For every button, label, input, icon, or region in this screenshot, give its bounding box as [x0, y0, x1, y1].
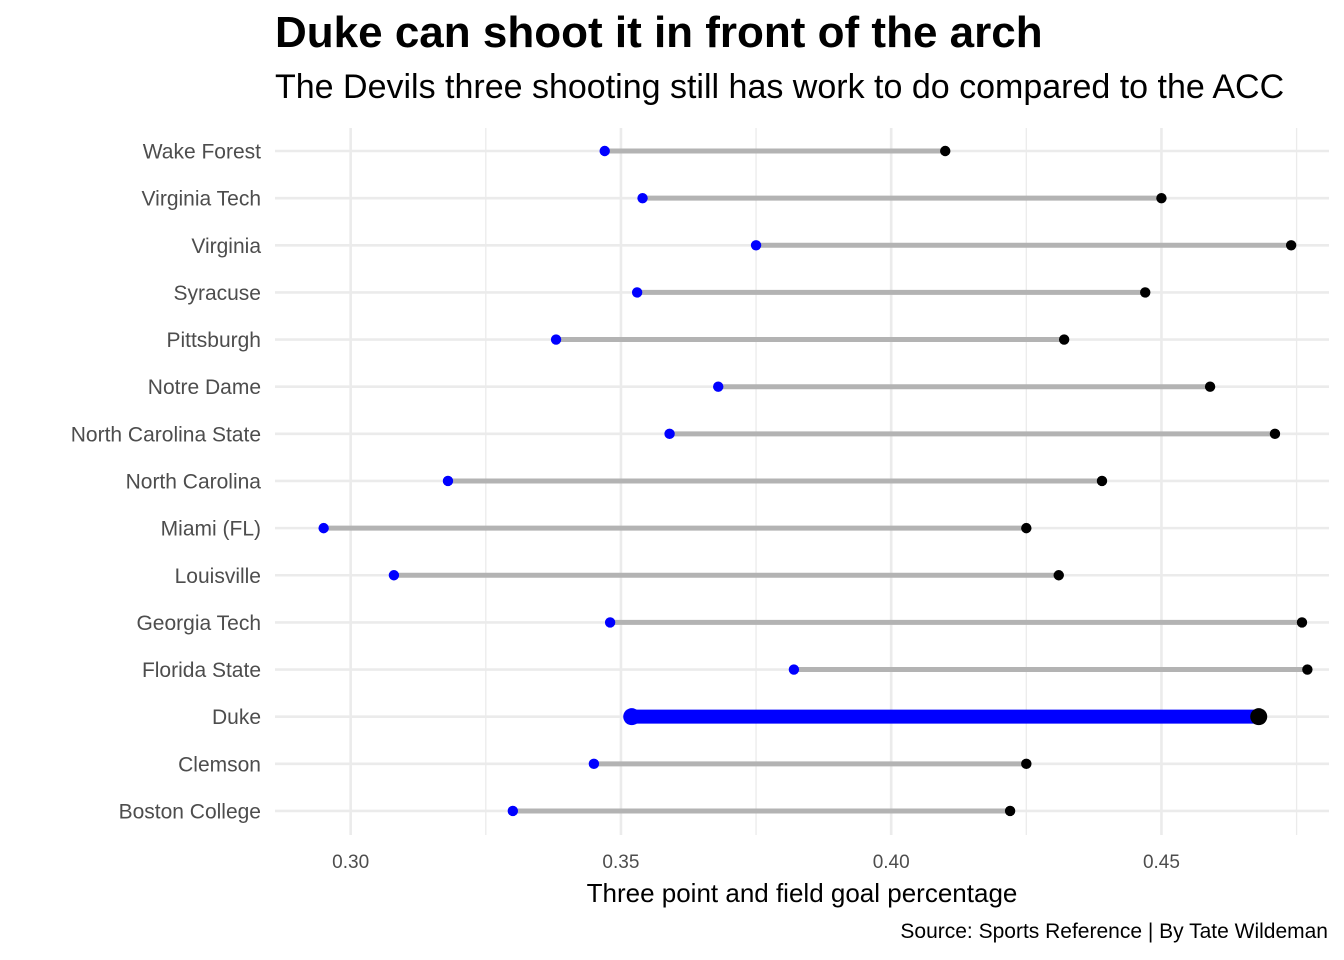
three-point-dot [388, 570, 400, 581]
field-goal-dot [1285, 240, 1297, 251]
x-tick-label: 0.45 [1143, 852, 1180, 873]
chart-title: Duke can shoot it in front of the arch [275, 8, 1043, 57]
three-point-dot [550, 334, 562, 345]
category-label: Duke [212, 706, 261, 729]
chart-subtitle: The Devils three shooting still has work… [275, 68, 1285, 106]
field-goal-dot [1004, 805, 1016, 817]
field-goal-dot [1021, 522, 1032, 534]
category-label: Pittsburgh [166, 329, 261, 352]
field-goal-dot [1156, 192, 1167, 204]
three-point-dot [604, 617, 616, 628]
three-point-dot [637, 192, 648, 204]
field-goal-dot [1269, 428, 1281, 440]
category-label: Boston College [119, 800, 261, 823]
category-labels: Wake Forest Virginia Tech Virginia Syracuse… [71, 141, 262, 824]
field-goal-dot [1053, 570, 1064, 581]
category-label: North Carolina State [71, 423, 261, 446]
field-goal-dot [1302, 664, 1313, 675]
category-label: Miami (FL) [161, 518, 261, 541]
category-label: Notre Dame [148, 376, 261, 399]
three-point-dot [318, 522, 329, 534]
category-label: Syracuse [173, 282, 261, 305]
field-goal-dot [1021, 758, 1032, 770]
field-goal-dot [1096, 475, 1108, 487]
points [318, 145, 1313, 817]
field-goal-dot [1250, 708, 1268, 726]
field-goal-dot [1058, 334, 1070, 345]
category-label: Wake Forest [143, 141, 261, 164]
field-goal-dot [1204, 381, 1216, 392]
x-tick-label: 0.40 [873, 852, 910, 873]
category-label: North Carolina [126, 470, 262, 493]
three-point-dot [788, 664, 800, 675]
segments [323, 148, 1308, 814]
field-goal-dot [940, 145, 951, 157]
category-label: Louisville [175, 565, 261, 588]
three-point-dot [442, 475, 454, 487]
chart-caption: Source: Sports Reference | By Tate Wilde… [900, 920, 1328, 943]
field-goal-dot [1296, 617, 1308, 628]
three-point-dot [631, 287, 643, 298]
x-axis-title: Three point and field goal percentage [587, 878, 1018, 908]
x-tick-label: 0.35 [602, 852, 639, 873]
category-label: Florida State [142, 659, 261, 682]
field-goal-dot [1140, 287, 1151, 298]
tick-labels: 0.30 0.35 0.40 0.45 [332, 852, 1180, 873]
three-point-dot [623, 708, 641, 726]
three-point-dot [750, 240, 762, 251]
three-point-dot [588, 758, 600, 770]
three-point-dot [507, 805, 519, 817]
three-point-dot [599, 145, 610, 157]
category-label: Clemson [178, 753, 261, 776]
category-label: Virginia Tech [142, 188, 261, 211]
category-label: Georgia Tech [136, 612, 261, 635]
category-label: Virginia [191, 235, 261, 258]
three-point-dot [713, 381, 724, 392]
three-point-dot [664, 428, 675, 440]
x-tick-label: 0.30 [332, 852, 369, 873]
